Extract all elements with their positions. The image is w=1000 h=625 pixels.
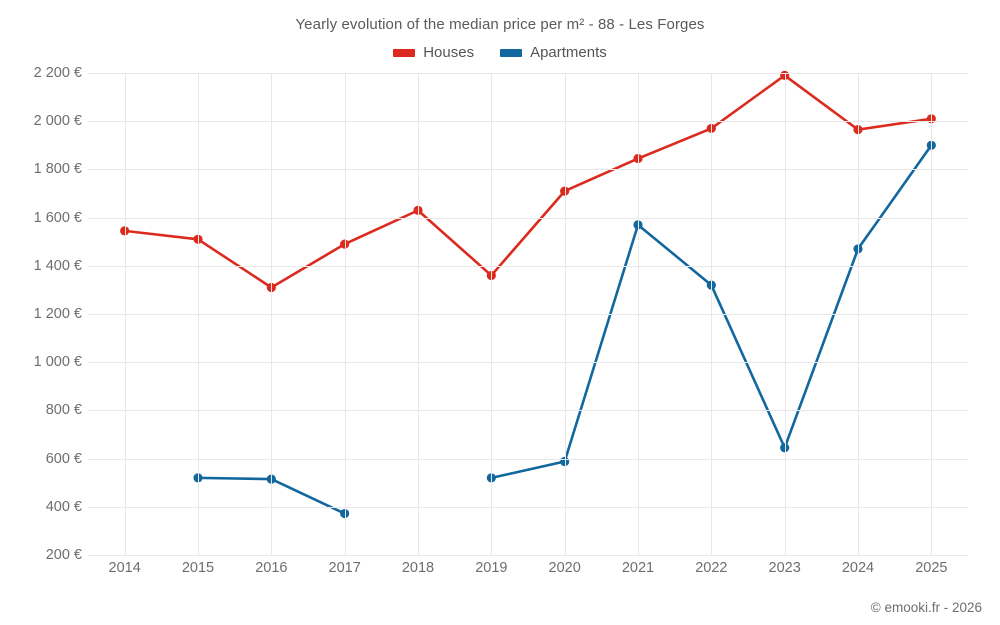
y-axis-tick-label: 600 €: [45, 450, 82, 467]
gridline-horizontal: [88, 121, 968, 123]
x-axis-tick-label: 2017: [328, 560, 361, 576]
x-axis-tick-label: 2014: [108, 560, 141, 576]
gridline-vertical: [711, 73, 713, 555]
gridline-vertical: [198, 73, 199, 555]
x-axis-tick-label: 2023: [768, 560, 801, 576]
y-axis-tick-label: 1 200 €: [33, 306, 82, 322]
y-axis: 2 200 € 2 000 € 1 800 € 1 600 € 1 400 € 1 200…: [0, 65, 82, 563]
footer-credit: © emooki.fr - 2026: [870, 600, 982, 615]
gridline-vertical: [124, 73, 126, 555]
gridline-vertical: [271, 73, 273, 555]
gridline-vertical: [931, 73, 933, 555]
x-axis: 2014 2015 2016 2017 2018 2019 2020 2021 2022 2023…: [88, 560, 968, 586]
y-axis-tick-label: 2 000 €: [33, 113, 82, 130]
gridline-vertical: [638, 73, 639, 555]
legend-label-houses: Houses: [423, 44, 475, 61]
gridline-vertical: [784, 73, 786, 555]
x-axis-tick-label: 2022: [695, 560, 728, 576]
gridline-horizontal: [88, 555, 968, 556]
legend-label-apartments: Apartments: [530, 44, 607, 61]
gridline-horizontal: [88, 410, 968, 412]
gridline-horizontal: [88, 506, 968, 508]
x-axis-tick-label: 2019: [475, 560, 508, 576]
x-axis-tick-label: 2021: [621, 560, 655, 576]
x-axis-tick-label: 2024: [841, 560, 875, 576]
x-axis-tick-label: 2015: [181, 560, 215, 576]
gridline-vertical: [564, 73, 566, 555]
legend-item-houses[interactable]: Houses: [393, 44, 474, 61]
series-line-houses: [123, 74, 933, 289]
y-axis-tick-label: 1 400 €: [33, 257, 82, 274]
x-axis-tick-label: 2016: [255, 560, 288, 576]
x-axis-tick-label: 2018: [401, 560, 435, 576]
gridline-vertical: [418, 73, 419, 555]
gridline-horizontal: [88, 217, 968, 219]
y-axis-tick-label: 2 200 €: [33, 65, 82, 81]
y-axis-tick-label: 200 €: [45, 547, 82, 563]
y-axis-tick-label: 800 €: [45, 402, 82, 419]
plot-area: [88, 70, 968, 556]
chart-legend: Houses Apartments: [0, 44, 1000, 61]
y-axis-tick-label: 400 €: [45, 498, 82, 515]
y-axis-tick-label: 1 000 €: [33, 354, 82, 371]
legend-swatch-houses: [393, 48, 416, 57]
gridline-vertical: [858, 73, 859, 555]
gridline-horizontal: [88, 265, 968, 267]
y-axis-tick-label: 1 800 €: [33, 161, 82, 178]
x-axis-tick-label: 2025: [915, 560, 948, 576]
gridline-horizontal: [88, 169, 968, 171]
gridline-horizontal: [88, 458, 968, 460]
legend-swatch-apartments: [500, 48, 523, 57]
chart-title: Yearly evolution of the median price per…: [295, 16, 705, 33]
gridline-horizontal: [88, 73, 968, 74]
y-axis-tick-label: 1 600 €: [33, 209, 82, 226]
gridline-vertical: [344, 73, 346, 555]
gridline-horizontal: [88, 314, 968, 315]
legend-item-apartments[interactable]: Apartments: [500, 44, 607, 61]
gridline-horizontal: [88, 362, 968, 364]
x-axis-tick-label: 2020: [548, 560, 581, 576]
gridline-vertical: [491, 73, 493, 555]
